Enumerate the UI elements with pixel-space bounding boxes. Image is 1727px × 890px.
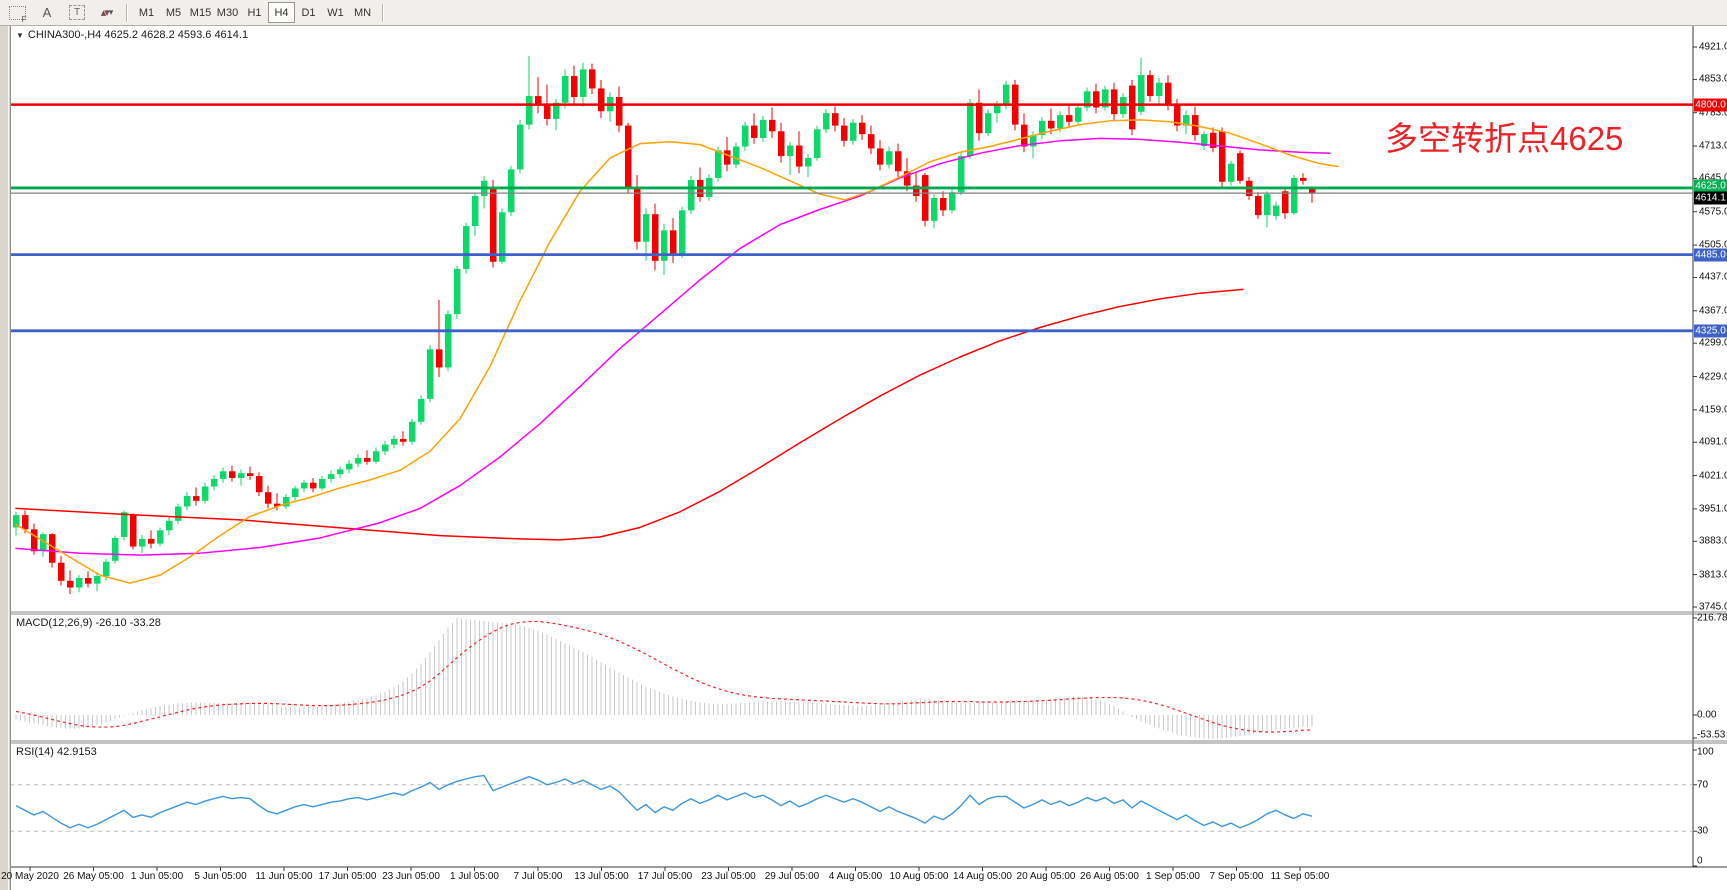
ma-slow-red-line <box>15 288 1244 541</box>
time-axis-label: 11 Sep 05:00 <box>1270 871 1330 882</box>
toolbar-separator <box>382 3 383 22</box>
timeframe-button-m15[interactable]: M15 <box>189 6 212 19</box>
toolbar-separator <box>126 3 127 22</box>
macd-indicator-label: MACD(12,26,9) -26.10 -33.28 <box>16 617 161 629</box>
time-axis-label: 10 Aug 05:00 <box>889 871 949 882</box>
time-axis-label: 7 Sep 05:00 <box>1209 871 1264 882</box>
price-axis-label: 3951.0 <box>1699 503 1727 515</box>
timeframe-button-m5[interactable]: M5 <box>165 6 182 19</box>
price-axis-label: 4437.0 <box>1699 271 1727 283</box>
price-axis-label: 4367.0 <box>1699 305 1727 317</box>
arrows-dropdown-icon: ▾ <box>108 7 114 17</box>
rsi-axis-label: 70 <box>1697 779 1709 791</box>
macd-histogram <box>15 617 1313 739</box>
price-badge-4800.0: 4800.0 <box>1694 98 1727 112</box>
price-axis-label: 4505.0 <box>1699 239 1727 251</box>
price-axis-label: 3745.0 <box>1699 601 1727 613</box>
macd-axis-label: -53.53 <box>1697 729 1726 741</box>
price-axis-label: 3813.0 <box>1699 569 1727 581</box>
rsi-indicator-label: RSI(14) 42.9153 <box>16 746 97 758</box>
timeframe-button-d1[interactable]: D1 <box>301 6 316 19</box>
price-axis-label: 4091.0 <box>1699 436 1727 448</box>
price-badge-4625.0: 4625.0 <box>1694 179 1727 193</box>
timeframe-button-w1[interactable]: W1 <box>327 6 344 19</box>
price-axis-label: 4645.0 <box>1699 172 1727 184</box>
macd-signal-line <box>15 620 1313 733</box>
time-axis-label: 23 Jul 05:00 <box>701 871 756 882</box>
price-axis-label: 4299.0 <box>1699 337 1727 349</box>
price-badge-4325.0: 4325.0 <box>1694 324 1727 338</box>
time-axis-label: 20 May 2020 <box>1 871 59 882</box>
time-axis-label: 4 Aug 05:00 <box>828 871 883 882</box>
time-axis-label: 26 Aug 05:00 <box>1080 871 1139 882</box>
ma-mid-magenta-line <box>15 137 1331 556</box>
price-axis-label: 3883.0 <box>1699 535 1727 547</box>
rsi-line <box>15 774 1313 829</box>
fibonacci-icon[interactable]: F <box>4 3 30 24</box>
timeframe-button-group: M1 M5 M15 M30 H1 H4 D1 W1 MN <box>133 2 376 23</box>
symbol-ohlc-label[interactable]: ▼ CHINA300-,H4 4625.2 4628.2 4593.6 4614.… <box>16 29 249 41</box>
timeframe-button-h1[interactable]: H1 <box>247 6 262 19</box>
time-axis-label: 13 Jul 05:00 <box>574 871 629 882</box>
annotation-text[interactable]: 多空转折点4625 <box>1385 120 1624 157</box>
price-badge-4614.1: 4614.1 <box>1694 191 1727 205</box>
text-label-icon[interactable]: T <box>64 3 90 23</box>
time-axis-label: 17 Jul 05:00 <box>637 871 693 882</box>
time-axis-label: 1 Jun 05:00 <box>130 871 184 882</box>
price-axis-label: 4229.0 <box>1699 371 1727 383</box>
price-axis-label: 4783.0 <box>1699 107 1727 119</box>
timeframe-button-h4[interactable]: H4 <box>268 2 295 23</box>
price-badge-4485.0: 4485.0 <box>1694 248 1727 262</box>
time-axis-label: 20 Aug 05:00 <box>1016 871 1076 882</box>
time-axis-label: 26 May 05:00 <box>63 871 124 882</box>
time-axis-label: 23 Jun 05:00 <box>382 871 440 882</box>
price-axis-label: 4021.0 <box>1699 470 1727 482</box>
rsi-axis-label: 100 <box>1697 746 1714 758</box>
rsi-axis-label: 30 <box>1697 825 1709 837</box>
time-axis-label: 5 Jun 05:00 <box>194 871 247 882</box>
macd-axis-label: 216.78 <box>1697 612 1727 624</box>
price-axis-label: 4921.0 <box>1699 41 1727 53</box>
time-axis-label: 7 Jul 05:00 <box>513 871 563 882</box>
timeframe-button-m30[interactable]: M30 <box>216 6 239 19</box>
price-axis-label: 4713.0 <box>1699 140 1727 152</box>
time-axis-label: 11 Jun 05:00 <box>255 871 313 882</box>
price-axis-label: 4159.0 <box>1699 404 1727 416</box>
top-toolbar: F A T ▴▾ ▾ M1 M5 M15 M30 H1 H4 D1 W1 MN <box>0 0 1727 26</box>
arrows-icon[interactable]: ▴▾ ▾ <box>100 7 114 19</box>
candles <box>13 56 1316 595</box>
time-axis-label: 17 Jun 05:00 <box>318 871 377 882</box>
timeframe-button-mn[interactable]: MN <box>353 6 372 19</box>
rsi-axis-label: 0 <box>1697 855 1703 867</box>
time-axis-label: 1 Jul 05:00 <box>450 871 499 882</box>
timeframe-button-m1[interactable]: M1 <box>138 6 155 19</box>
macd-axis-label: 0.00 <box>1697 709 1717 721</box>
time-axis-label: 14 Aug 05:00 <box>953 871 1012 882</box>
time-axis-label: 1 Sep 05:00 <box>1146 871 1200 882</box>
window-left-frame <box>0 25 11 890</box>
price-axis-label: 4575.0 <box>1699 206 1727 218</box>
price-axis-label: 4853.0 <box>1699 73 1727 85</box>
text-tool-icon[interactable]: A <box>42 5 52 20</box>
ma-fast-orange-line <box>15 119 1339 584</box>
time-axis-label: 29 Jul 05:00 <box>764 871 820 882</box>
symbol-dropdown-icon[interactable]: ▼ <box>16 31 24 40</box>
